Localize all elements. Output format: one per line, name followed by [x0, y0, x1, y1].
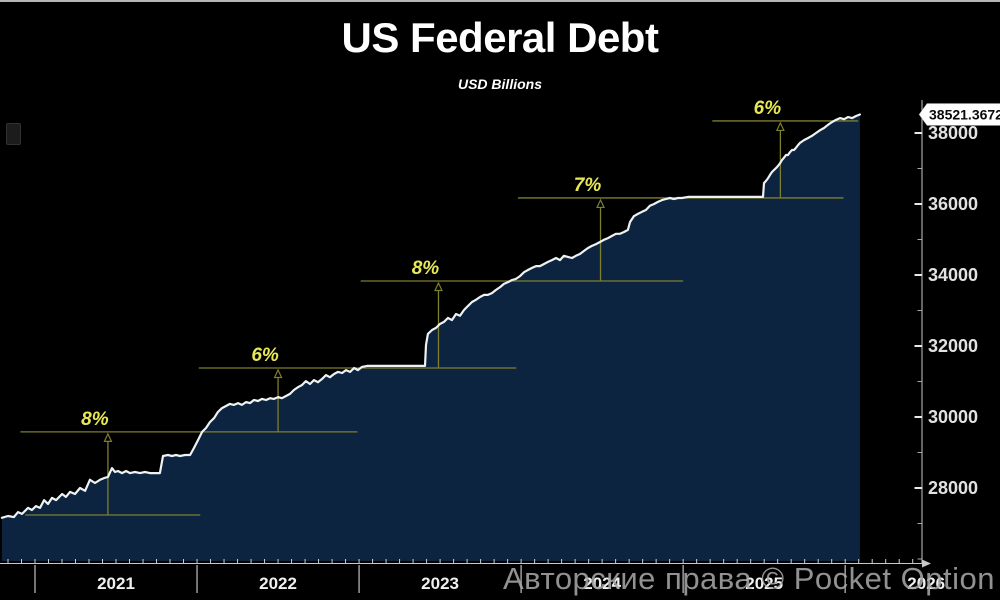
growth-percent-label: 7%	[574, 175, 602, 196]
growth-arrow-head-icon	[775, 121, 785, 132]
copyright-watermark: Авторские права © Pocket Option	[503, 561, 995, 596]
y-tick-label: 30000	[928, 407, 978, 427]
y-tick-label: 38000	[928, 123, 978, 143]
x-year-label: 2026	[907, 574, 945, 593]
growth-percent-label: 6%	[251, 345, 279, 366]
growth-arrow-head-icon	[596, 198, 605, 209]
growth-arrow-head-icon	[273, 368, 283, 379]
debt-area	[1, 114, 860, 561]
growth-percent-label: 8%	[412, 258, 440, 279]
chart-title: US Federal Debt	[341, 14, 659, 61]
y-tick-label: 28000	[928, 478, 978, 498]
last-price-badge	[918, 103, 1000, 126]
y-tick-label: 34000	[928, 265, 978, 285]
growth-percent-label: 6%	[754, 98, 782, 119]
debt-line	[0, 113, 861, 519]
corner-artifact-icon	[6, 123, 21, 145]
growth-arrow-head-icon	[103, 432, 113, 443]
growth-arrow-head-icon	[434, 281, 443, 292]
x-year-label: 2025	[745, 574, 783, 593]
y-tick-label: 32000	[928, 336, 978, 356]
x-year-label: 2024	[583, 574, 621, 593]
x-year-label: 2023	[421, 574, 459, 593]
y-tick-label: 36000	[928, 194, 978, 214]
x-year-label: 2021	[97, 574, 135, 593]
growth-percent-label: 8%	[81, 409, 109, 430]
x-year-label: 2022	[259, 574, 297, 593]
top-edge-line	[0, 0, 1000, 2]
last-price-label: 38521.3672	[929, 106, 1000, 122]
chart-subtitle: USD Billions	[457, 76, 542, 92]
x-axis-arrow-icon	[922, 559, 931, 568]
